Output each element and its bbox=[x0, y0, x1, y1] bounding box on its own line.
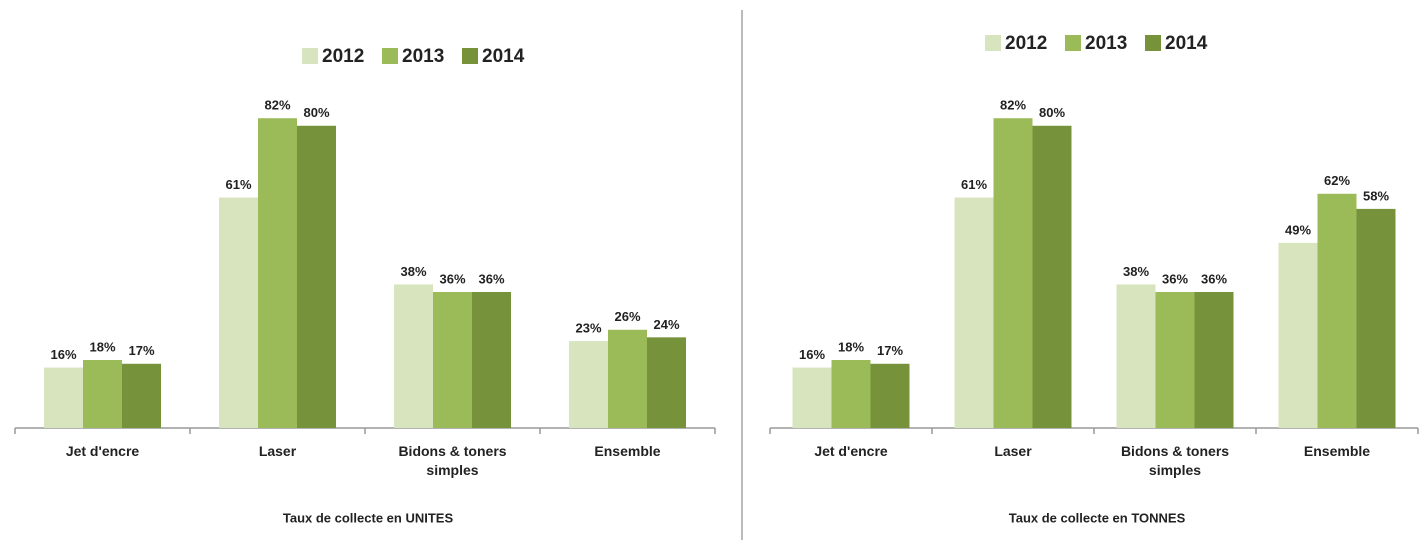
data-label: 18% bbox=[838, 339, 864, 354]
bar bbox=[219, 197, 258, 428]
data-label: 80% bbox=[303, 105, 329, 120]
x-tick-label-box: Bidons & toners simples bbox=[1120, 443, 1230, 478]
legend-label: 2014 bbox=[1165, 33, 1208, 54]
data-label: 17% bbox=[128, 343, 154, 358]
x-tick-label: Ensemble bbox=[1303, 443, 1371, 459]
legend-label: 2013 bbox=[402, 46, 444, 67]
bar bbox=[1194, 292, 1234, 428]
x-axis-label: Taux de collecte en TONNES bbox=[1009, 510, 1186, 525]
x-tick-label-box: Ensemble bbox=[594, 443, 661, 459]
bar bbox=[647, 337, 686, 428]
bar bbox=[831, 360, 871, 428]
data-label: 62% bbox=[1324, 173, 1350, 188]
bar bbox=[870, 363, 910, 428]
bar bbox=[1356, 208, 1396, 428]
legend-swatch bbox=[302, 48, 318, 64]
bar bbox=[83, 360, 122, 428]
bar bbox=[1278, 242, 1318, 428]
data-label: 80% bbox=[1039, 105, 1065, 120]
data-label: 82% bbox=[264, 98, 290, 113]
x-tick-label-box: Laser bbox=[258, 443, 297, 459]
data-label: 23% bbox=[575, 321, 601, 336]
legend-label: 2012 bbox=[322, 46, 364, 67]
x-tick-label: Bidons & toners simples bbox=[398, 443, 507, 478]
legend-swatch bbox=[382, 48, 398, 64]
bar bbox=[394, 284, 433, 428]
x-tick-label: Laser bbox=[994, 443, 1032, 459]
data-label: 16% bbox=[50, 347, 76, 362]
data-label: 61% bbox=[961, 177, 987, 192]
legend-swatch bbox=[462, 48, 478, 64]
bar bbox=[1116, 284, 1156, 428]
data-label: 17% bbox=[877, 343, 903, 358]
x-tick-label: Bidons & toners simples bbox=[1120, 443, 1230, 478]
bar bbox=[44, 367, 83, 428]
legend-swatch bbox=[985, 35, 1001, 51]
bar bbox=[472, 292, 511, 428]
legend-label: 2013 bbox=[1085, 33, 1127, 54]
data-label: 61% bbox=[225, 177, 251, 192]
bar bbox=[1155, 292, 1195, 428]
data-label: 38% bbox=[1123, 264, 1149, 279]
bar bbox=[122, 363, 161, 428]
bar bbox=[608, 329, 647, 428]
data-label: 82% bbox=[1000, 98, 1026, 113]
data-label: 36% bbox=[1201, 271, 1227, 286]
data-label: 36% bbox=[1162, 271, 1188, 286]
x-tick-label: Jet d'encre bbox=[65, 443, 140, 459]
data-label: 36% bbox=[439, 271, 465, 286]
x-tick-label: Laser bbox=[258, 443, 297, 459]
x-tick-label: Jet d'encre bbox=[814, 443, 888, 459]
legend-label: 2012 bbox=[1005, 33, 1047, 54]
legend-swatch bbox=[1065, 35, 1081, 51]
bar bbox=[297, 125, 336, 429]
x-tick-label-box: Jet d'encre bbox=[65, 443, 140, 459]
bar bbox=[433, 292, 472, 428]
x-tick-label: Ensemble bbox=[594, 443, 661, 459]
bar bbox=[1317, 193, 1357, 428]
bar bbox=[954, 197, 994, 428]
x-tick-label-box: Laser bbox=[994, 443, 1032, 459]
bar bbox=[1032, 125, 1072, 429]
data-label: 16% bbox=[799, 347, 825, 362]
x-tick-label-box: Ensemble bbox=[1303, 443, 1371, 459]
legend-swatch bbox=[1145, 35, 1161, 51]
x-tick-label-box: Bidons & toners simples bbox=[398, 443, 507, 478]
data-label: 49% bbox=[1285, 222, 1311, 237]
bar bbox=[993, 118, 1033, 428]
data-label: 26% bbox=[614, 309, 640, 324]
data-label: 38% bbox=[400, 264, 426, 279]
data-label: 24% bbox=[653, 317, 679, 332]
x-tick-label-box: Jet d'encre bbox=[814, 443, 888, 459]
bar bbox=[258, 118, 297, 428]
bar bbox=[569, 341, 608, 428]
x-axis-label: Taux de collecte en UNITES bbox=[283, 510, 454, 525]
data-label: 58% bbox=[1363, 188, 1389, 203]
bar bbox=[792, 367, 832, 428]
data-label: 36% bbox=[478, 271, 504, 286]
legend-label: 2014 bbox=[482, 46, 525, 67]
data-label: 18% bbox=[89, 339, 115, 354]
